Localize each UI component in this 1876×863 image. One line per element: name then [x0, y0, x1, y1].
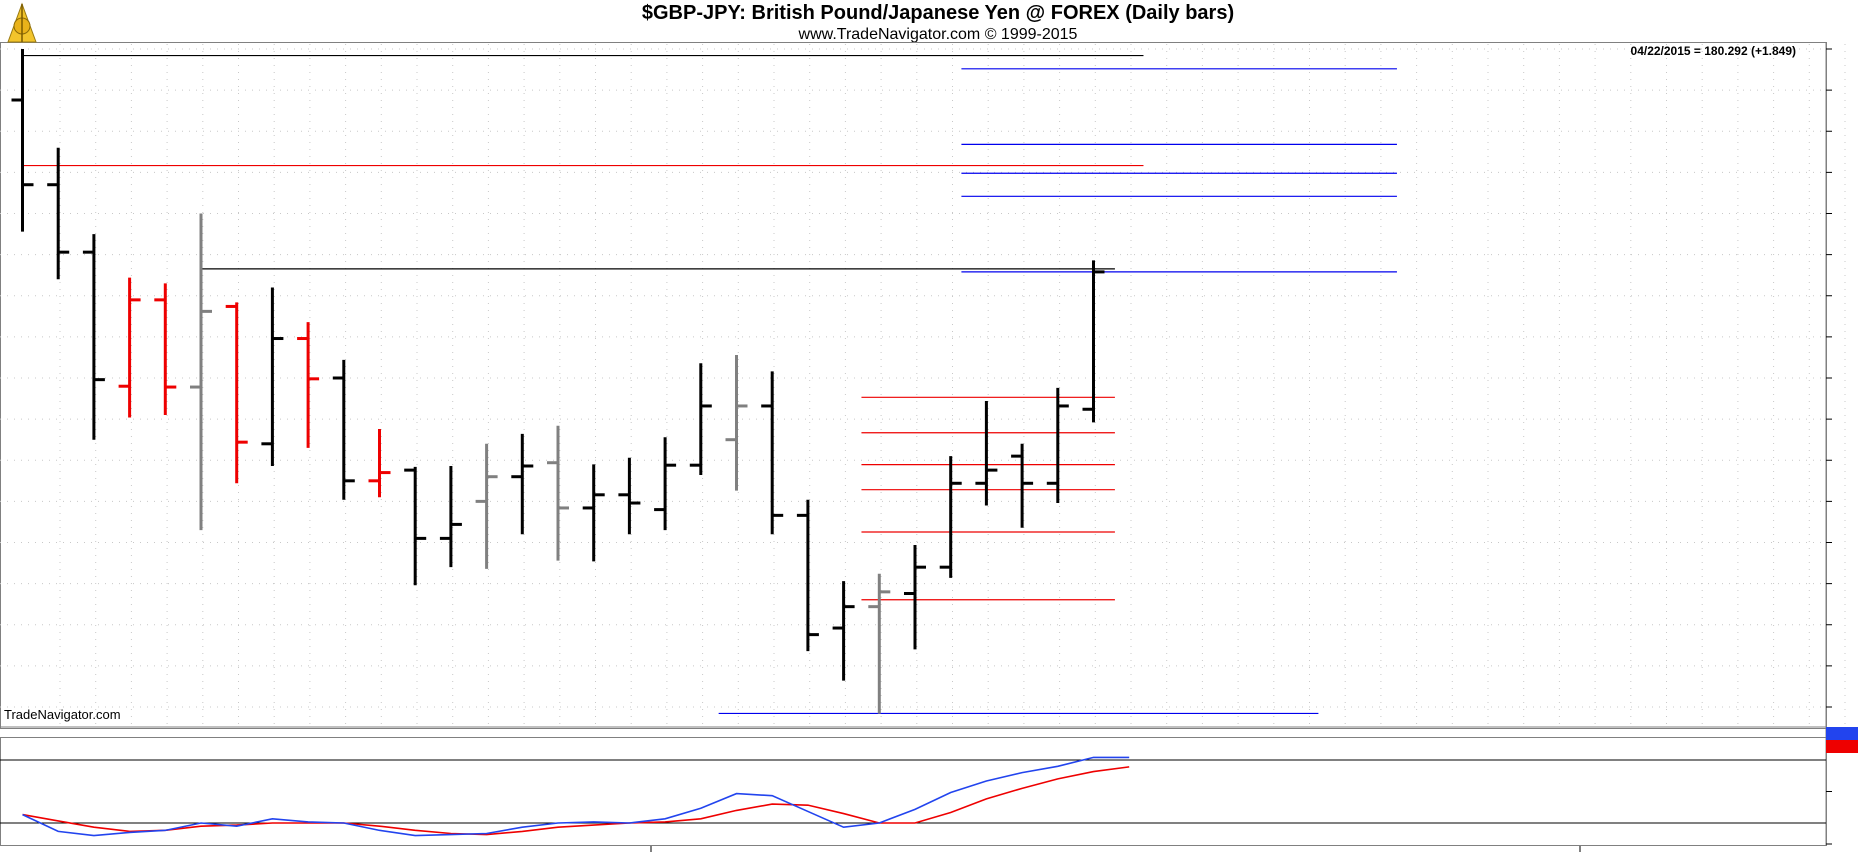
ohlc-bar [547, 425, 569, 561]
axis-layer [650, 48, 1832, 852]
stoch-line [22, 756, 1130, 837]
ohlc-bar [261, 287, 284, 467]
bar-layer [11, 49, 1105, 714]
ohlc-bar [761, 371, 784, 535]
ohlc-bar [118, 277, 141, 418]
ohlc-bar [1011, 443, 1034, 528]
grid-layer [0, 44, 1846, 726]
ohlc-bar [190, 213, 212, 531]
ohlc-bar [225, 302, 248, 484]
ohlc-bar [82, 234, 105, 440]
stoch-line [22, 766, 1130, 836]
stoch-panel-frame [0, 737, 1827, 846]
chart-subtitle: www.TradeNavigator.com © 1999-2015 [798, 26, 1078, 43]
ohlc-bar [654, 437, 677, 531]
ohlc-bar [725, 354, 748, 491]
stoch-layer [0, 727, 1858, 837]
sextant-logo-icon [7, 2, 37, 43]
ohlc-bar [475, 443, 498, 569]
ohlc-bar [1082, 260, 1105, 423]
ohlc-bar [796, 499, 819, 652]
level-layer [22, 54, 1397, 715]
ohlc-bar [904, 544, 926, 650]
ohlc-bar [154, 283, 177, 416]
ohlc-bar [368, 428, 391, 498]
ohlc-bar [439, 466, 462, 568]
ohlc-bar [297, 322, 320, 448]
ohlc-bar [1046, 387, 1069, 504]
ohlc-bar [11, 49, 34, 232]
ohlc-bar [689, 363, 712, 476]
ohlc-bar [618, 457, 641, 535]
ohlc-bar [511, 433, 534, 535]
ohlc-bar [975, 401, 998, 506]
ohlc-bar [404, 466, 427, 586]
stochk-value-box [1826, 727, 1858, 740]
ohlc-bar [832, 581, 855, 681]
watermark: TradeNavigator.com [4, 707, 121, 722]
chart-title: $GBP-JPY: British Pound/Japanese Yen @ F… [641, 2, 1235, 24]
last-price-readout: 04/22/2015 = 180.292 (+1.849) [1631, 44, 1796, 58]
ohlc-bar [332, 359, 355, 500]
stochd-value-box [1826, 740, 1858, 753]
ohlc-bar [868, 573, 891, 714]
ohlc-bar [47, 147, 70, 280]
ohlc-bar [582, 464, 605, 562]
ohlc-bar [939, 456, 962, 578]
